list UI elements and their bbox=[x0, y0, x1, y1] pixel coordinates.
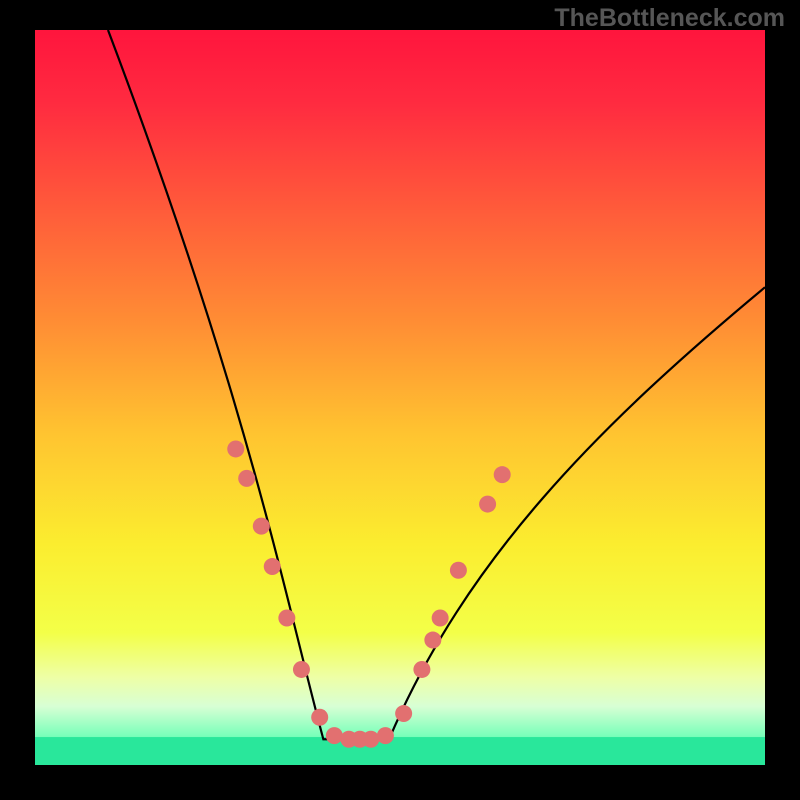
chart-frame: TheBottleneck.com bbox=[0, 0, 800, 800]
data-point bbox=[278, 610, 295, 627]
data-point bbox=[494, 466, 511, 483]
data-point bbox=[293, 661, 310, 678]
data-point bbox=[227, 440, 244, 457]
data-point bbox=[377, 727, 394, 744]
data-point bbox=[238, 470, 255, 487]
data-point bbox=[326, 727, 343, 744]
data-point bbox=[253, 518, 270, 535]
data-point bbox=[413, 661, 430, 678]
data-point bbox=[311, 709, 328, 726]
data-point bbox=[395, 705, 412, 722]
data-point bbox=[424, 632, 441, 649]
data-point bbox=[479, 496, 496, 513]
watermark-text: TheBottleneck.com bbox=[554, 4, 785, 33]
data-point bbox=[432, 610, 449, 627]
data-point bbox=[264, 558, 281, 575]
baseline-band bbox=[35, 737, 765, 765]
bottleneck-curve-plot bbox=[35, 30, 765, 765]
data-point bbox=[450, 562, 467, 579]
data-point bbox=[362, 731, 379, 748]
gradient-background bbox=[35, 30, 765, 765]
